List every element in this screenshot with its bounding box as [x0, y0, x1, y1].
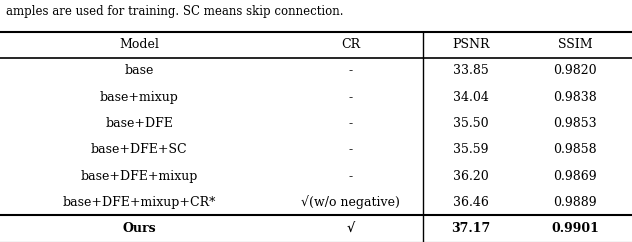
Text: base+DFE+SC: base+DFE+SC [91, 144, 187, 156]
Text: -: - [349, 170, 353, 183]
Text: 0.9820: 0.9820 [553, 64, 597, 77]
Text: amples are used for training. SC means skip connection.: amples are used for training. SC means s… [6, 5, 344, 18]
Text: 37.17: 37.17 [451, 222, 490, 235]
Text: 35.50: 35.50 [453, 117, 489, 130]
Text: 36.20: 36.20 [453, 170, 489, 183]
Text: base+DFE: base+DFE [105, 117, 173, 130]
Text: 0.9869: 0.9869 [553, 170, 597, 183]
Text: Model: Model [119, 38, 159, 51]
Text: 0.9889: 0.9889 [553, 196, 597, 209]
Text: base+DFE+mixup+CR*: base+DFE+mixup+CR* [63, 196, 216, 209]
Text: 0.9858: 0.9858 [553, 144, 597, 156]
Text: √: √ [346, 222, 355, 235]
Text: -: - [349, 117, 353, 130]
Text: base: base [125, 64, 154, 77]
Text: -: - [349, 64, 353, 77]
Text: base+mixup: base+mixup [100, 91, 178, 104]
Text: 36.46: 36.46 [453, 196, 489, 209]
Text: 35.59: 35.59 [453, 144, 489, 156]
Text: base+DFE+mixup: base+DFE+mixup [80, 170, 198, 183]
Text: -: - [349, 91, 353, 104]
Text: 0.9838: 0.9838 [553, 91, 597, 104]
Text: 0.9901: 0.9901 [551, 222, 599, 235]
Text: SSIM: SSIM [558, 38, 592, 51]
Text: PSNR: PSNR [452, 38, 490, 51]
Text: 0.9853: 0.9853 [553, 117, 597, 130]
Text: -: - [349, 144, 353, 156]
Text: Ours: Ours [122, 222, 156, 235]
Text: CR: CR [341, 38, 360, 51]
Text: 33.85: 33.85 [453, 64, 489, 77]
Text: 34.04: 34.04 [453, 91, 489, 104]
Text: √(w/o negative): √(w/o negative) [301, 196, 400, 209]
